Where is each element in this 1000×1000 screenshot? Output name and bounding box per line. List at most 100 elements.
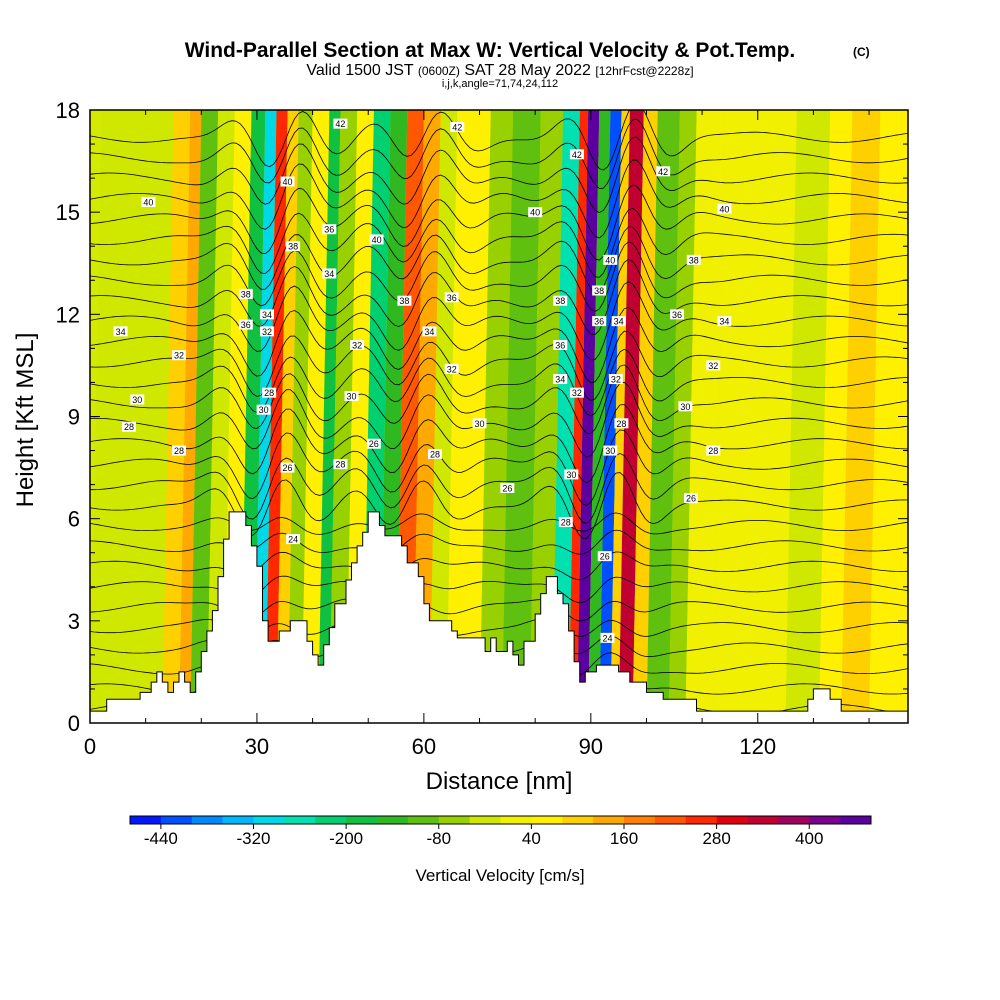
theta-contour xyxy=(90,118,908,189)
contour-label-text: 28 xyxy=(430,449,440,459)
contour-label-bg xyxy=(262,387,277,398)
contour-label: 34 xyxy=(553,374,568,385)
contour-label-bg xyxy=(322,224,337,235)
contour-label: 36 xyxy=(670,309,685,320)
subtitle-date: SAT 28 May 2022 xyxy=(464,62,591,79)
velocity-band xyxy=(301,110,330,723)
velocity-band xyxy=(162,110,191,723)
theta-contour xyxy=(90,330,908,401)
contour-label-bg xyxy=(333,459,348,470)
contour-label-text: 30 xyxy=(566,470,576,480)
colorbar-swatch xyxy=(531,816,563,824)
contour-label: 32 xyxy=(608,374,623,385)
x-tick-label: 120 xyxy=(739,734,776,759)
contour-label: 42 xyxy=(656,166,671,177)
contour-label-text: 30 xyxy=(132,395,142,405)
contour-label-text: 24 xyxy=(603,633,613,643)
contour-label: 30 xyxy=(564,469,579,480)
contour-label: 36 xyxy=(444,292,459,303)
colorbar-swatch xyxy=(222,816,254,824)
x-tick-label: 60 xyxy=(412,734,436,759)
contour-label-bg xyxy=(686,254,701,265)
contour-label-bg xyxy=(558,517,573,528)
contour-label-text: 34 xyxy=(324,269,334,279)
theta-contour xyxy=(90,472,908,539)
velocity-band xyxy=(785,110,831,723)
contour-label-bg xyxy=(569,387,584,398)
contour-label-bg xyxy=(256,404,271,415)
contour-label: 40 xyxy=(603,254,618,265)
contour-label-bg xyxy=(472,418,487,429)
contour-label: 28 xyxy=(172,445,187,456)
contour-label-bg xyxy=(656,166,671,177)
contour-label-text: 36 xyxy=(555,340,565,350)
contour-label-text: 34 xyxy=(555,375,565,385)
contour-label: 28 xyxy=(428,448,443,459)
velocity-band xyxy=(329,110,358,723)
contour-label-bg xyxy=(238,319,253,330)
colorbar-swatch xyxy=(407,816,440,824)
contour-label-text: 28 xyxy=(264,388,274,398)
y-tick-label: 12 xyxy=(56,302,80,327)
colorbar-tick-label: -200 xyxy=(329,829,363,848)
contour-label: 38 xyxy=(686,254,701,265)
colorbar: -440 -320 -200 -80 40 160 280 400 xyxy=(129,815,872,848)
contour-label: 36 xyxy=(592,316,607,327)
colorbar-swatch xyxy=(500,816,532,824)
contour-label-text: 32 xyxy=(174,351,184,361)
contour-label-text: 34 xyxy=(262,310,272,320)
contour-label-bg xyxy=(717,203,732,214)
contour-label-text: 26 xyxy=(600,552,610,562)
contour-label: 24 xyxy=(600,632,615,643)
contour-label: 40 xyxy=(141,196,156,207)
contour-label-bg xyxy=(130,394,145,405)
velocity-band xyxy=(713,110,797,723)
theta-contour xyxy=(90,381,908,458)
contour-label: 24 xyxy=(286,534,301,545)
chart-title-mark: (C) xyxy=(853,45,870,59)
contour-label-bg xyxy=(172,445,187,456)
contour-label: 40 xyxy=(717,203,732,214)
contour-label: 38 xyxy=(397,295,412,306)
contour-label: 40 xyxy=(528,207,543,218)
colorbar-swatch xyxy=(315,816,347,824)
contour-label-text: 32 xyxy=(572,388,582,398)
colorbar-swatch xyxy=(685,816,717,824)
colorbar-tick-label: 40 xyxy=(522,829,541,848)
contour-label: 38 xyxy=(553,295,568,306)
chart-subtitle: Valid 1500 JST (0600Z) SAT 28 May 2022 [… xyxy=(306,62,693,79)
contour-label-text: 30 xyxy=(605,446,615,456)
y-tick-label: 0 xyxy=(68,711,80,736)
velocity-band xyxy=(501,110,541,723)
contour-label-bg xyxy=(172,350,187,361)
contour-label: 30 xyxy=(130,394,145,405)
contour-label: 28 xyxy=(262,387,277,398)
contour-label-text: 30 xyxy=(680,402,690,412)
contour-label-bg xyxy=(603,254,618,265)
contour-label-text: 42 xyxy=(658,167,668,177)
contour-label-text: 36 xyxy=(672,310,682,320)
contour-label-bg xyxy=(611,316,626,327)
theta-contour xyxy=(90,512,908,535)
velocity-band xyxy=(818,110,853,723)
contour-label-bg xyxy=(113,326,128,337)
velocity-band xyxy=(90,110,124,723)
x-tick-label: 30 xyxy=(245,734,269,759)
contour-label-text: 28 xyxy=(708,446,718,456)
y-tick-label: 15 xyxy=(56,200,80,225)
contour-label: 32 xyxy=(172,350,187,361)
contour-label-text: 26 xyxy=(283,463,293,473)
contour-label: 26 xyxy=(366,438,381,449)
contour-label: 26 xyxy=(597,551,612,562)
contour-label-bg xyxy=(592,285,607,296)
contour-label: 34 xyxy=(611,316,626,327)
contour-label: 34 xyxy=(113,326,128,337)
contour-label-bg xyxy=(141,196,156,207)
contour-label: 42 xyxy=(450,122,465,133)
colorbar-swatch xyxy=(191,816,223,824)
theta-contour xyxy=(90,258,908,336)
y-axis-title: Height [Kft MSL] xyxy=(12,333,39,508)
colorbar-swatch xyxy=(253,816,285,824)
contour-label-bg xyxy=(286,241,301,252)
contour-label-bg xyxy=(333,118,348,129)
